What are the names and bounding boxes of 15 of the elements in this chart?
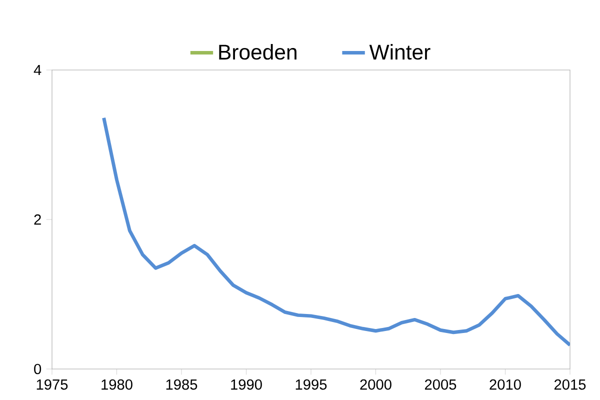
y-tick-label: 2 <box>34 214 41 225</box>
x-tick-label: 1990 <box>231 379 262 390</box>
x-tick-label: 1975 <box>36 379 68 390</box>
x-tick-label: 2005 <box>424 379 456 390</box>
x-tick-label: 2015 <box>554 379 586 390</box>
x-tick-label: 1985 <box>166 379 198 390</box>
x-tick-label: 1995 <box>296 379 327 390</box>
legend-label: Winter <box>369 44 430 60</box>
x-tick-label: 2000 <box>360 379 392 390</box>
y-tick-label: 0 <box>34 364 42 374</box>
legend-label: Broeden <box>219 44 296 60</box>
y-tick-label: 4 <box>34 64 42 76</box>
x-tick-label: 1980 <box>102 379 132 390</box>
x-tick-label: 2010 <box>490 379 521 390</box>
line-series <box>102 116 570 347</box>
